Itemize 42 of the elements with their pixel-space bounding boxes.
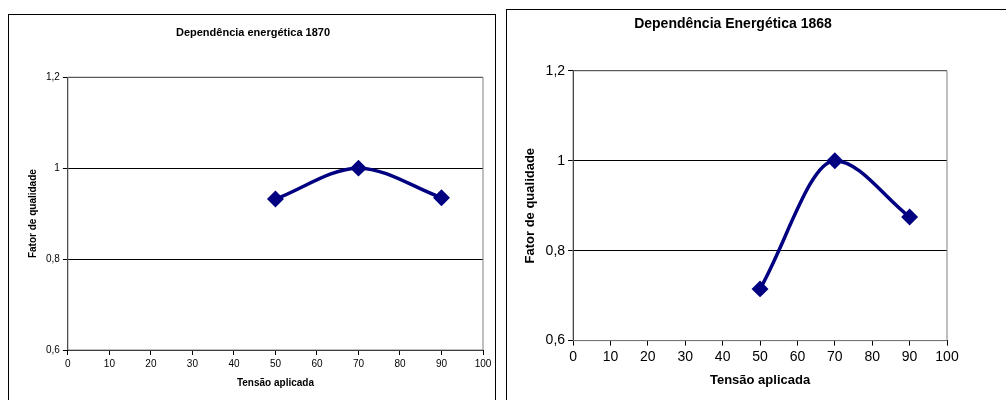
x-tick-label: 90 <box>901 347 918 364</box>
point <box>901 209 918 225</box>
x-tick-label: 0 <box>569 347 578 364</box>
x-tick-label: 40 <box>714 347 731 364</box>
y-tick-label: 1,2 <box>46 70 61 82</box>
y-tick-label: 0,6 <box>46 343 61 355</box>
chart-title: Dependência energética 1870 <box>175 25 331 38</box>
x-tick-label: 70 <box>352 357 365 369</box>
y-axis-title: Fator de qualidade <box>26 168 38 259</box>
x-tick-label: 80 <box>864 347 881 364</box>
x-tick-label: 20 <box>640 347 656 364</box>
x-tick-label: 50 <box>269 357 282 369</box>
y-tick-label: 1 <box>557 151 566 168</box>
point <box>350 160 367 176</box>
x-tick-label: 100 <box>474 357 492 369</box>
x-tick-label: 100 <box>935 347 959 364</box>
x-tick-label: 80 <box>394 357 406 369</box>
point <box>267 191 284 207</box>
x-tick-label: 90 <box>435 357 448 369</box>
y-tick-label: 1 <box>54 161 61 173</box>
point <box>752 281 768 297</box>
x-tick-label: 70 <box>827 347 843 364</box>
x-axis-title: Tensão aplicada <box>236 376 315 388</box>
x-axis-title: Tensão aplicada <box>709 371 811 387</box>
x-tick-label: 30 <box>186 357 199 369</box>
x-tick-label: 30 <box>677 347 694 364</box>
y-tick-label: 0,8 <box>46 252 61 264</box>
y-axis-title: Fator de qualidade <box>522 147 538 264</box>
x-tick-label: 10 <box>602 347 619 364</box>
y-tick-label: 0,8 <box>545 241 566 258</box>
point <box>827 152 843 169</box>
x-tick-label: 50 <box>752 347 769 364</box>
x-tick-label: 40 <box>228 357 240 369</box>
chart-title: Dependência Energética 1868 <box>634 15 833 32</box>
x-tick-label: 60 <box>311 357 323 369</box>
x-tick-label: 10 <box>103 357 116 369</box>
x-tick-label: 60 <box>789 347 806 364</box>
y-tick-label: 0,6 <box>545 331 566 348</box>
x-tick-label: 0 <box>65 357 72 369</box>
x-tick-label: 20 <box>145 357 157 369</box>
point <box>433 189 450 206</box>
y-tick-label: 1,2 <box>545 61 566 78</box>
